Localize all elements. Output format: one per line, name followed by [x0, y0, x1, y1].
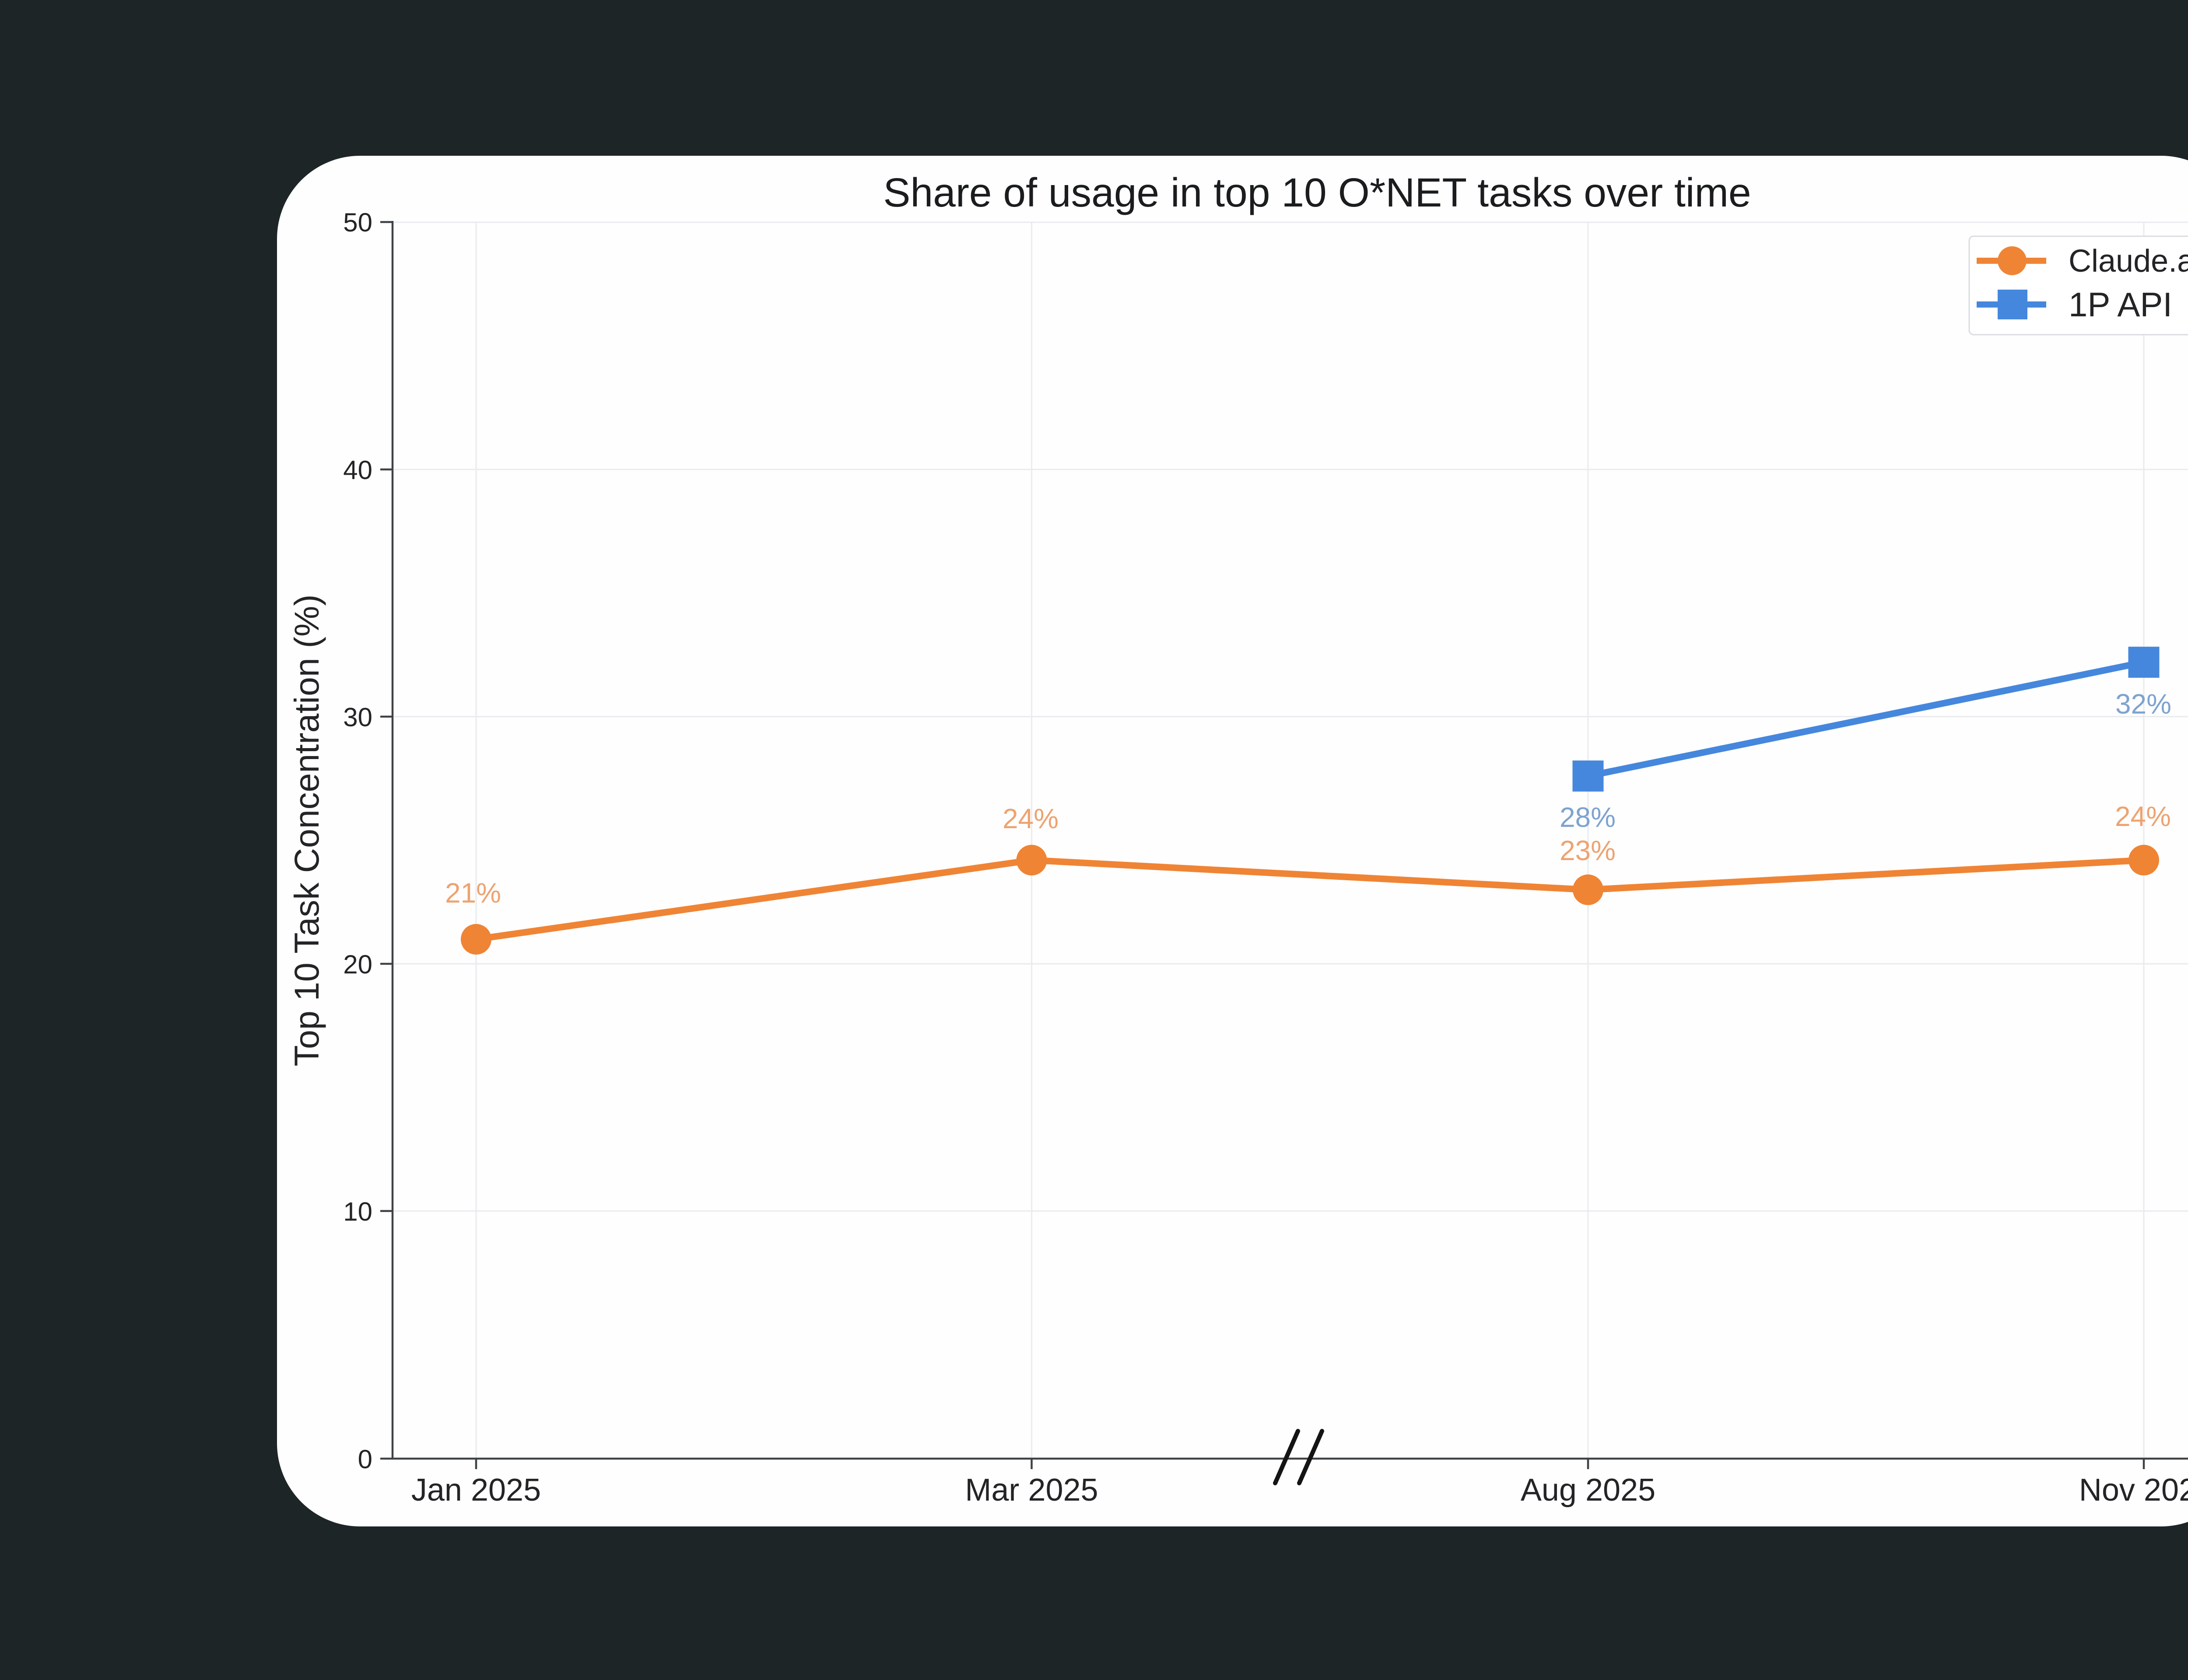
- svg-text:Jan 2025: Jan 2025: [411, 1473, 541, 1508]
- svg-text:1P API: 1P API: [2069, 285, 2172, 324]
- svg-text:24%: 24%: [2115, 801, 2171, 832]
- svg-text:Claude.ai: Claude.ai: [2069, 244, 2188, 279]
- svg-text:30: 30: [343, 703, 372, 732]
- svg-text:Aug 2025: Aug 2025: [1521, 1473, 1655, 1508]
- svg-text:10: 10: [343, 1197, 372, 1226]
- svg-text:21%: 21%: [445, 877, 501, 909]
- svg-text:50: 50: [343, 208, 372, 237]
- svg-text:40: 40: [343, 455, 372, 485]
- svg-text:28%: 28%: [1560, 802, 1616, 833]
- svg-text:23%: 23%: [1560, 835, 1616, 866]
- svg-text:0: 0: [358, 1445, 372, 1474]
- svg-text:Share of usage in top 10 O*NET: Share of usage in top 10 O*NET tasks ove…: [883, 170, 1751, 215]
- svg-text:32%: 32%: [2115, 688, 2171, 720]
- svg-text:24%: 24%: [1003, 803, 1059, 834]
- svg-text:Mar 2025: Mar 2025: [965, 1473, 1098, 1508]
- svg-text:20: 20: [343, 950, 372, 979]
- svg-text:Nov 2025: Nov 2025: [2079, 1473, 2188, 1508]
- svg-text:Top 10 Task Concentration (%): Top 10 Task Concentration (%): [287, 595, 326, 1067]
